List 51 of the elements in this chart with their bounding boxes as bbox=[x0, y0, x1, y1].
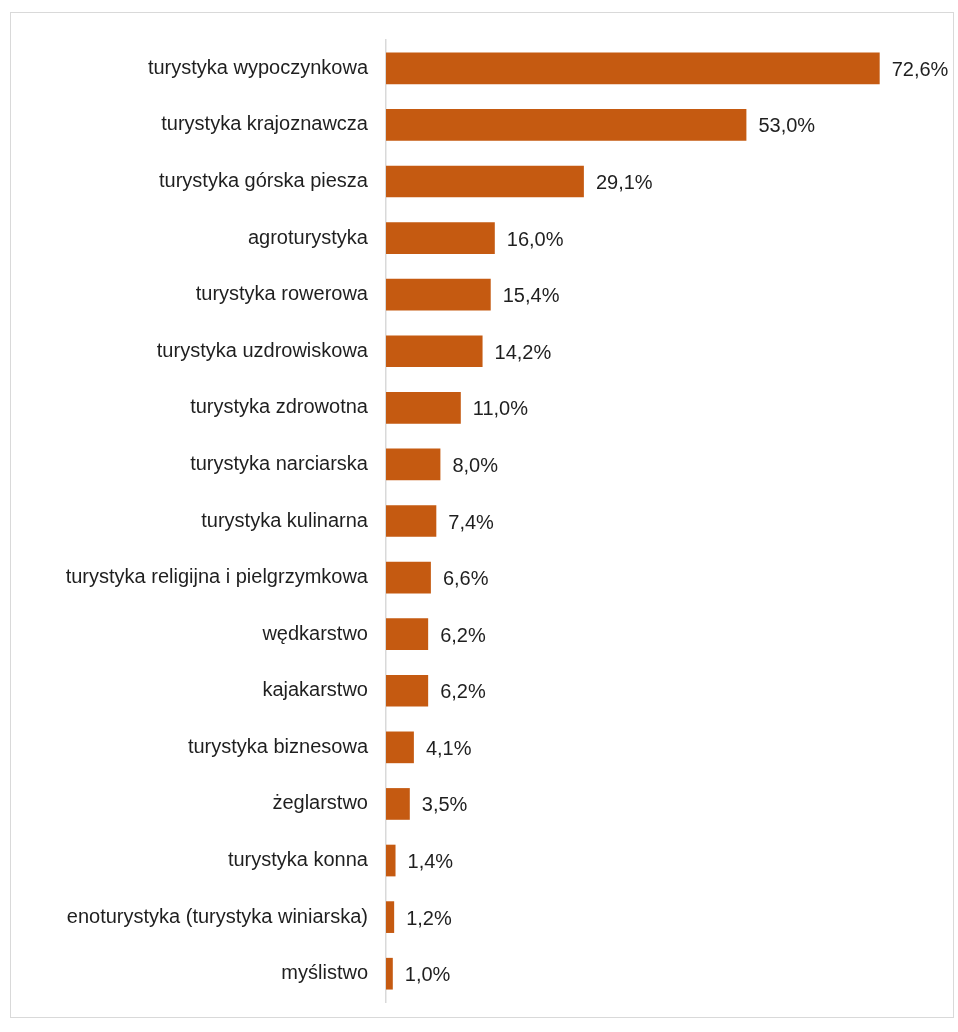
y-tick-label: turystyka uzdrowiskowa bbox=[156, 338, 369, 361]
bar bbox=[386, 165, 584, 198]
y-tick-label: turystyka górska piesza bbox=[159, 168, 369, 191]
bar bbox=[386, 52, 880, 85]
data-label: 1,2% bbox=[406, 906, 452, 929]
data-label: 29,1% bbox=[595, 170, 653, 193]
bar bbox=[386, 448, 441, 481]
y-tick-label: wędkarstwo bbox=[261, 621, 368, 644]
bar bbox=[386, 335, 483, 368]
y-tick-label: turystyka biznesowa bbox=[187, 734, 369, 757]
data-label: 15,4% bbox=[502, 284, 560, 307]
data-label: 14,2% bbox=[494, 340, 552, 363]
bar bbox=[386, 901, 395, 933]
bar bbox=[386, 109, 747, 141]
y-tick-label: kajakarstwo bbox=[262, 678, 368, 701]
bar bbox=[386, 844, 396, 877]
y-tick-label: turystyka kulinarna bbox=[201, 508, 369, 531]
bar bbox=[386, 731, 414, 764]
data-label: 7,4% bbox=[448, 510, 495, 533]
data-label: 8,0% bbox=[452, 453, 499, 476]
bar bbox=[386, 505, 437, 537]
data-label: 6,2% bbox=[440, 623, 486, 646]
y-tick-label: enoturystyka (turystyka winiarska) bbox=[66, 904, 368, 927]
y-tick-label: agroturystyka bbox=[247, 225, 369, 248]
bar bbox=[386, 674, 429, 707]
bar bbox=[386, 788, 410, 820]
y-tick-label: żeglarstwo bbox=[272, 791, 368, 814]
data-label: 4,1% bbox=[425, 736, 472, 759]
data-label: 1,4% bbox=[407, 850, 454, 873]
y-tick-label: turystyka wypoczynkowa bbox=[147, 55, 369, 78]
bar bbox=[386, 278, 491, 311]
bar bbox=[386, 957, 393, 990]
data-label: 16,0% bbox=[506, 227, 564, 250]
data-label: 6,2% bbox=[440, 680, 486, 703]
bar bbox=[386, 561, 431, 594]
data-label: 3,5% bbox=[421, 793, 468, 816]
bar bbox=[386, 222, 495, 254]
y-tick-label: turystyka krajoznawcza bbox=[161, 112, 369, 135]
y-tick-label: turystyka narciarska bbox=[190, 451, 369, 474]
y-tick-label: turystyka rowerowa bbox=[195, 282, 369, 305]
y-tick-label: turystyka konna bbox=[227, 848, 369, 871]
data-label: 72,6% bbox=[891, 57, 949, 80]
y-tick-label: myślistwo bbox=[281, 961, 368, 984]
bar bbox=[386, 618, 429, 651]
y-tick-label: turystyka religijna i pielgrzymkowa bbox=[65, 565, 369, 588]
data-label: 11,0% bbox=[472, 397, 529, 420]
data-label: 1,0% bbox=[404, 963, 451, 986]
data-label: 6,6% bbox=[442, 567, 489, 590]
data-label: 53,0% bbox=[758, 114, 816, 137]
bar bbox=[386, 391, 461, 424]
y-tick-label: turystyka zdrowotna bbox=[190, 395, 369, 418]
